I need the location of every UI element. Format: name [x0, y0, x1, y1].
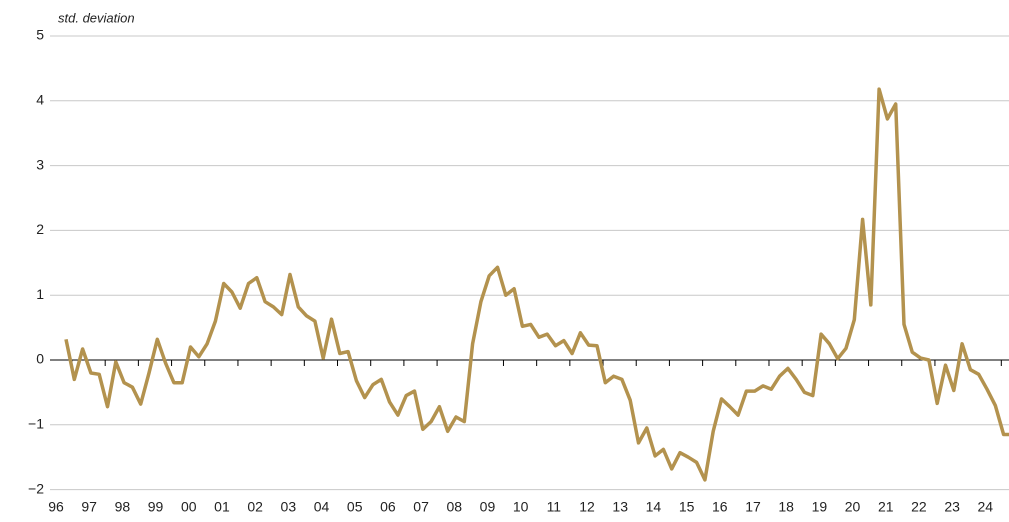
y-tick-label: 2: [36, 221, 44, 237]
y-tick-label: 0: [36, 351, 44, 367]
y-tick-label: 3: [36, 156, 44, 172]
y-tick-label: 4: [36, 92, 44, 108]
x-tick-label: 16: [712, 499, 728, 515]
x-tick-label: 02: [247, 499, 263, 515]
x-tick-label: 18: [778, 499, 794, 515]
data-line: [64, 87, 1009, 482]
y-tick-label: 5: [36, 27, 44, 43]
x-tick-label: 17: [745, 499, 761, 515]
y-tick-label: −2: [28, 480, 44, 496]
x-tick-label: 20: [845, 499, 861, 515]
x-tick-label: 24: [978, 499, 994, 515]
y-tick-label: 1: [36, 286, 44, 302]
x-tick-label: 01: [214, 499, 230, 515]
x-tick-label: 23: [944, 499, 960, 515]
x-tick-label: 07: [413, 499, 429, 515]
y-axis-label: std. deviation: [58, 10, 135, 25]
x-tick-label: 97: [81, 499, 97, 515]
x-tick-label: 12: [579, 499, 595, 515]
x-tick-label: 13: [612, 499, 628, 515]
x-tick-label: 22: [911, 499, 927, 515]
y-tick-label: −1: [28, 416, 44, 432]
x-tick-label: 03: [281, 499, 297, 515]
x-tick-label: 15: [679, 499, 695, 515]
x-tick-label: 05: [347, 499, 363, 515]
x-tick-label: 99: [148, 499, 164, 515]
x-tick-label: 98: [115, 499, 131, 515]
x-tick-label: 08: [446, 499, 462, 515]
x-tick-label: 09: [480, 499, 496, 515]
x-tick-label: 10: [513, 499, 529, 515]
x-tick-label: 19: [812, 499, 828, 515]
x-tick-label: 06: [380, 499, 396, 515]
x-tick-label: 96: [48, 499, 64, 515]
x-tick-label: 11: [547, 499, 562, 515]
x-tick-label: 04: [314, 499, 330, 515]
x-tick-label: 14: [646, 499, 662, 515]
x-tick-label: 21: [878, 499, 894, 515]
x-tick-label: 00: [181, 499, 197, 515]
